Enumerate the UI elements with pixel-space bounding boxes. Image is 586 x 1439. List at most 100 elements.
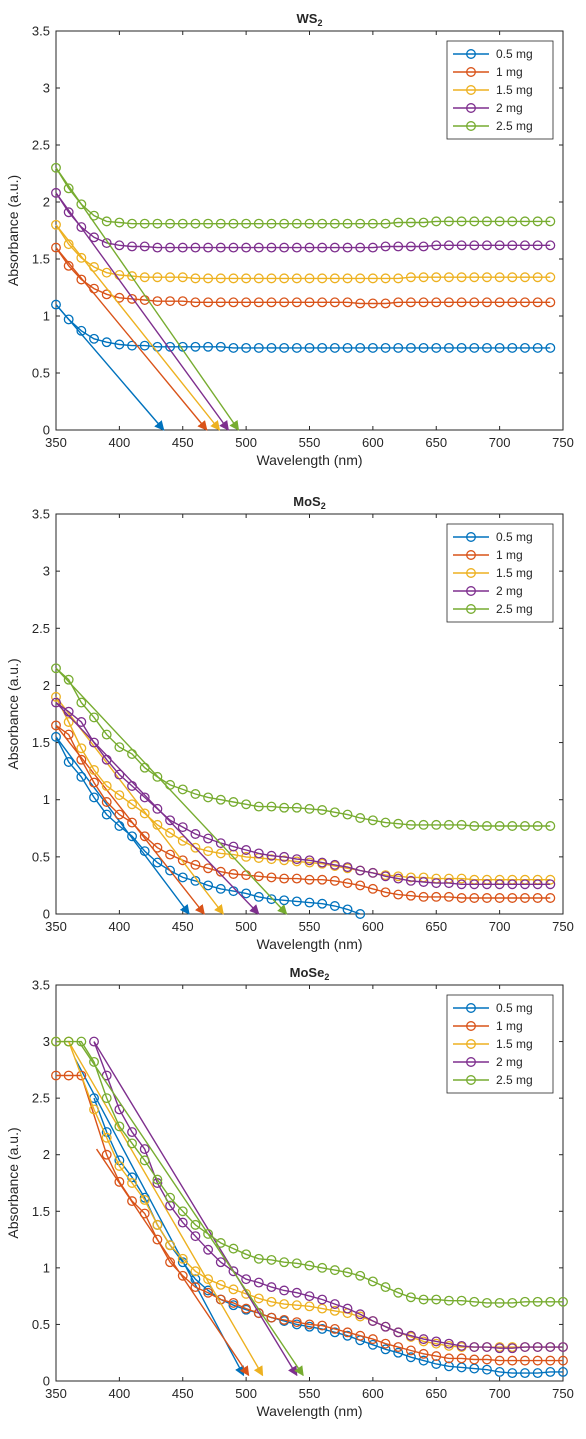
y-tick-label: 1.5	[32, 252, 50, 267]
data-point	[355, 342, 366, 353]
data-point	[443, 878, 454, 889]
data-point	[152, 857, 163, 868]
data-point	[393, 1347, 404, 1358]
data-point	[520, 821, 530, 831]
data-point	[342, 809, 353, 820]
data-point	[76, 754, 87, 765]
data-point	[418, 1294, 429, 1305]
data-point	[520, 1368, 530, 1379]
data-point	[532, 893, 543, 903]
data-point	[418, 342, 429, 353]
data-point	[443, 1353, 454, 1364]
data-point	[152, 842, 163, 853]
legend-marker	[466, 121, 476, 131]
data-point	[266, 850, 277, 861]
y-axis-label: Absorbance (a.u.)	[5, 658, 21, 769]
data-point	[355, 813, 366, 823]
data-point	[253, 891, 264, 902]
data-point	[279, 802, 290, 813]
legend-marker	[466, 1075, 476, 1085]
data-point	[507, 879, 518, 890]
data-point	[494, 272, 505, 283]
data-point	[507, 1355, 518, 1366]
data-point	[177, 1270, 188, 1281]
data-point	[177, 784, 188, 795]
legend-marker	[466, 586, 476, 596]
data-point	[177, 272, 188, 283]
data-point	[266, 872, 277, 883]
y-tick-label: 2	[43, 195, 50, 210]
data-point	[177, 835, 188, 846]
data-point	[203, 792, 214, 803]
legend-label: 0.5 mg	[496, 530, 533, 544]
data-point	[253, 242, 264, 253]
data-point	[329, 242, 340, 253]
legend-marker	[466, 67, 476, 77]
data-point	[190, 829, 201, 839]
data-point	[532, 342, 543, 353]
data-point	[443, 272, 454, 283]
data-point	[304, 218, 315, 229]
series-line	[55, 247, 551, 305]
data-point	[532, 1296, 543, 1307]
data-point	[215, 1238, 226, 1248]
x-tick-label: 600	[362, 435, 384, 450]
y-tick-label: 1	[43, 309, 50, 324]
series-1-5-mg	[51, 219, 556, 431]
data-point	[215, 218, 226, 229]
y-tick-label: 1.5	[32, 735, 50, 750]
data-point	[266, 1282, 277, 1293]
data-point	[367, 815, 378, 826]
chart-title-subscript: 2	[324, 972, 329, 982]
data-point	[520, 879, 530, 890]
data-point	[228, 242, 239, 253]
data-point	[241, 1249, 252, 1260]
data-point	[291, 273, 302, 284]
data-point	[215, 794, 226, 805]
data-point	[507, 240, 518, 251]
data-point	[266, 801, 277, 812]
x-tick-label: 350	[45, 435, 67, 450]
data-point	[177, 1217, 188, 1228]
data-point	[241, 1274, 252, 1285]
data-point	[482, 1297, 492, 1308]
data-point	[367, 342, 378, 353]
y-tick-label: 2.5	[32, 621, 50, 636]
data-point	[545, 1342, 556, 1353]
y-tick-label: 0.5	[32, 1317, 50, 1332]
data-point	[127, 241, 138, 252]
x-tick-label: 350	[45, 1386, 67, 1401]
tangent-arrow	[55, 724, 205, 915]
data-point	[266, 1296, 277, 1307]
data-point	[393, 1327, 404, 1338]
data-point	[279, 1285, 290, 1296]
data-point	[101, 337, 112, 348]
data-point	[165, 242, 176, 253]
data-point	[393, 1342, 404, 1353]
data-point	[443, 1338, 454, 1349]
data-point	[279, 342, 290, 353]
data-point	[418, 297, 429, 308]
data-point	[165, 1240, 176, 1251]
data-point	[482, 1342, 492, 1353]
data-point	[51, 1070, 61, 1081]
data-point	[393, 818, 404, 829]
data-point	[63, 674, 74, 685]
data-point	[342, 1330, 353, 1341]
data-point	[545, 342, 556, 353]
data-point	[329, 273, 340, 284]
series-line	[93, 1041, 563, 1349]
data-point	[114, 769, 125, 780]
data-point	[241, 218, 252, 229]
data-point	[165, 296, 176, 307]
data-point	[241, 799, 252, 810]
data-point	[342, 862, 353, 873]
data-point	[279, 1257, 290, 1268]
data-point	[545, 1296, 556, 1307]
y-tick-label: 0.5	[32, 849, 50, 864]
data-point	[482, 272, 492, 283]
data-point	[89, 1056, 99, 1067]
data-point	[329, 807, 340, 818]
data-point	[127, 1127, 138, 1138]
data-point	[329, 1305, 340, 1316]
